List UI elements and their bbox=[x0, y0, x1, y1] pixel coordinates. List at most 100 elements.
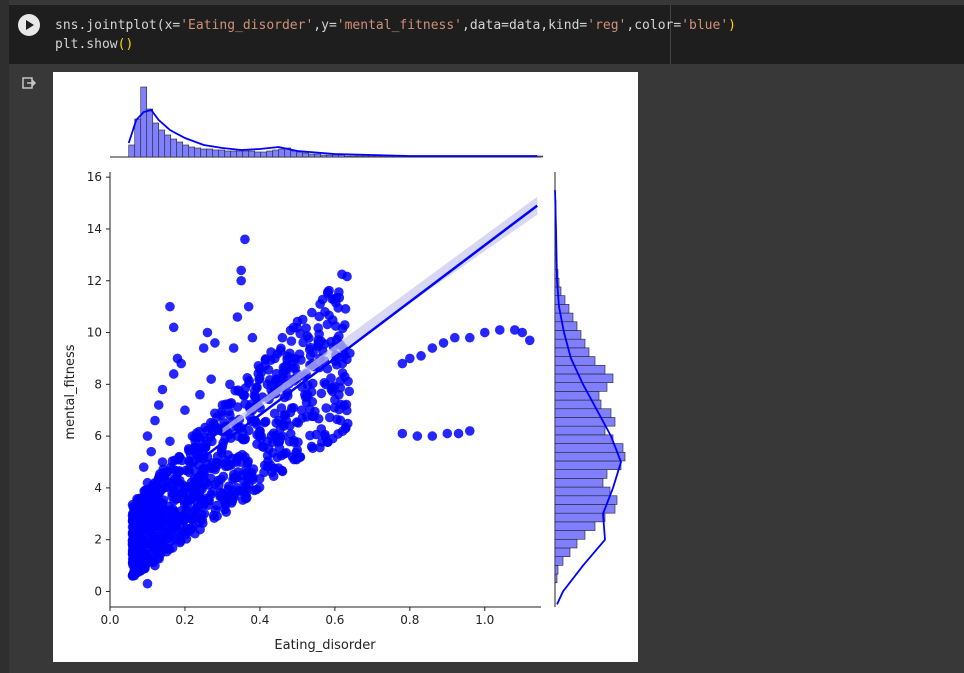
scatter-point bbox=[255, 363, 265, 374]
scatter-point bbox=[255, 373, 265, 384]
code-editor[interactable]: sns.jointplot(x='Eating_disorder',y='men… bbox=[55, 16, 736, 54]
scatter-point bbox=[297, 413, 308, 423]
scatter-point bbox=[260, 416, 271, 427]
y-tick-label: 2 bbox=[94, 533, 102, 547]
code-string-kind: 'reg' bbox=[587, 18, 627, 33]
scatter-point bbox=[335, 376, 346, 386]
code-string-x: 'Eating_disorder' bbox=[180, 18, 314, 33]
marginal-x-bar bbox=[200, 148, 208, 158]
marginal-y-bar bbox=[554, 451, 626, 462]
confidence-band bbox=[222, 196, 538, 434]
scatter-point bbox=[330, 395, 340, 405]
scatter-point bbox=[307, 307, 317, 318]
scatter-point bbox=[280, 365, 290, 376]
y-tick-label: 10 bbox=[87, 326, 102, 340]
scatter-point bbox=[135, 493, 145, 504]
marginal-x-bar bbox=[176, 141, 184, 158]
scatter-point bbox=[230, 385, 240, 396]
scatter-point bbox=[249, 390, 260, 401]
scatter-point bbox=[322, 287, 333, 297]
marginal-x-bar bbox=[230, 150, 238, 158]
scatter-point bbox=[183, 443, 194, 454]
marginal-y-bar bbox=[554, 443, 624, 453]
scatter-point bbox=[243, 301, 254, 312]
x-tick-label: 1.0 bbox=[475, 613, 494, 627]
scatter-point bbox=[314, 311, 324, 322]
marginal-y-bar bbox=[554, 295, 566, 305]
scatter-point bbox=[265, 460, 276, 470]
marginal-x-bar bbox=[140, 86, 148, 158]
scatter-point bbox=[339, 400, 349, 411]
marginal-x-bar bbox=[266, 150, 274, 158]
scatter-point bbox=[157, 457, 168, 467]
scatter-point bbox=[334, 331, 344, 341]
scatter-point bbox=[204, 480, 214, 490]
scatter-point bbox=[289, 437, 299, 448]
marginal-y-bar bbox=[554, 373, 614, 383]
scatter-point bbox=[228, 343, 239, 353]
scatter-point bbox=[405, 353, 415, 364]
scatter-point bbox=[142, 578, 153, 589]
scatter-point bbox=[326, 373, 336, 383]
code-text: ,y= bbox=[313, 18, 337, 33]
scatter-point bbox=[344, 386, 355, 397]
scatter-point bbox=[150, 560, 160, 571]
code-text: ,color= bbox=[626, 18, 682, 33]
scatter-point bbox=[255, 426, 265, 436]
scatter-point bbox=[427, 343, 438, 353]
scatter-point bbox=[262, 436, 273, 447]
code-text: ,data=data,kind= bbox=[462, 18, 588, 33]
marginal-x-bar bbox=[260, 151, 268, 158]
scatter-point bbox=[247, 474, 258, 485]
scatter-point bbox=[202, 327, 213, 338]
scatter-point bbox=[337, 358, 348, 369]
scatter-point bbox=[131, 524, 142, 535]
scatter-point bbox=[189, 511, 199, 522]
scatter-point bbox=[509, 325, 520, 335]
marginal-x-bar bbox=[302, 152, 310, 158]
marginal-x-bar bbox=[236, 150, 244, 158]
scatter-point bbox=[180, 508, 190, 519]
marginal-x-bar bbox=[536, 155, 544, 158]
scatter-point bbox=[240, 399, 250, 409]
scatter-point bbox=[152, 496, 162, 506]
output-arrow-icon[interactable] bbox=[21, 75, 37, 91]
scatter-point bbox=[150, 415, 160, 426]
scatter-point bbox=[303, 333, 314, 343]
scatter-point bbox=[254, 473, 265, 484]
marginal-x-bar bbox=[332, 154, 340, 158]
scatter-point bbox=[199, 433, 210, 443]
scatter-point bbox=[296, 405, 307, 415]
scatter-point bbox=[165, 436, 175, 447]
marginal-y-bar bbox=[554, 304, 570, 314]
scatter-point bbox=[277, 332, 288, 343]
scatter-point bbox=[247, 332, 258, 343]
axes: 0.0 0.2 0.4 0.6 0.8 1.0 0 2 4 6 8 10 12 14 16 bbox=[87, 170, 541, 627]
scatter-point bbox=[300, 389, 310, 400]
x-tick-label: 0.4 bbox=[250, 613, 269, 627]
marginal-x-bar bbox=[356, 155, 364, 158]
scatter-point bbox=[322, 319, 333, 330]
scatter-point bbox=[192, 481, 203, 491]
scatter-point bbox=[153, 475, 163, 485]
code-cell[interactable] bbox=[9, 5, 964, 64]
scatter-point bbox=[241, 489, 251, 499]
scatter-point bbox=[326, 336, 336, 347]
scatter-point bbox=[286, 336, 297, 346]
scatter-point bbox=[240, 452, 250, 462]
y-tick-label: 6 bbox=[94, 429, 102, 443]
run-cell-button[interactable] bbox=[18, 14, 40, 36]
scatter-point bbox=[142, 431, 153, 441]
marginal-y-bar bbox=[554, 347, 590, 357]
marginal-x-bar bbox=[194, 147, 202, 158]
y-tick-label: 0 bbox=[94, 584, 102, 598]
x-tick-label: 0.0 bbox=[100, 613, 119, 627]
scatter-point bbox=[174, 452, 185, 462]
scatter-point bbox=[228, 469, 239, 480]
marginal-x-bar bbox=[212, 149, 220, 158]
scatter-point bbox=[168, 322, 179, 333]
scatter-point bbox=[268, 471, 279, 482]
code-paren: () bbox=[117, 37, 134, 52]
scatter-point bbox=[210, 464, 220, 475]
scatter-point bbox=[217, 400, 228, 410]
